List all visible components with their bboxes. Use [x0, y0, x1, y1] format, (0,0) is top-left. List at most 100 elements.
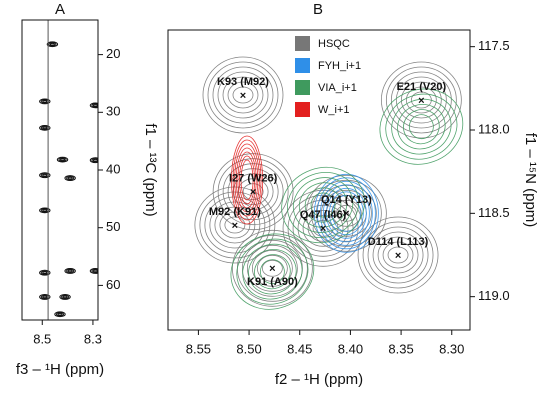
contour: [379, 88, 464, 165]
contour: [408, 114, 434, 140]
peak-marker: ×: [232, 220, 238, 232]
contour: [42, 173, 48, 177]
contour: [59, 294, 71, 300]
legend-label: W_i+1: [318, 104, 350, 116]
contour: [39, 269, 51, 276]
contour: [42, 209, 48, 212]
contour: [40, 294, 49, 300]
y-tick-label: 118.5: [478, 205, 510, 220]
peak-label: K93 (M92): [217, 76, 269, 88]
contour: [390, 71, 452, 129]
contour: [292, 177, 354, 233]
legend-swatch: [295, 102, 310, 117]
contour: [64, 268, 76, 274]
contour: [319, 180, 373, 246]
peak-marker: ×: [269, 263, 275, 275]
y-tick-label: 20: [106, 46, 120, 61]
contour: [42, 100, 48, 103]
x-tick-label: 8.45: [287, 341, 312, 356]
contour: [400, 81, 442, 119]
contour: [49, 42, 55, 46]
contour: [89, 268, 98, 274]
contour: [237, 151, 257, 209]
x-tick-label: 8.30: [439, 341, 464, 356]
contour: [89, 102, 98, 109]
contour: [48, 42, 57, 47]
contour: [234, 143, 260, 217]
contour: [42, 126, 48, 130]
contour: [385, 93, 458, 160]
contour: [40, 125, 49, 130]
contour: [40, 208, 49, 213]
contour: [403, 109, 440, 145]
contour: [316, 177, 376, 250]
peak-marker: ×: [418, 95, 424, 107]
contour: [57, 312, 63, 316]
contour: [395, 76, 447, 124]
contour: [222, 76, 264, 114]
panel-letter: A: [55, 1, 65, 18]
plot-area: [194, 56, 464, 310]
contour: [91, 103, 98, 108]
contour: [310, 192, 336, 218]
contour: [64, 175, 76, 181]
contour: [56, 156, 69, 163]
contour: [60, 294, 70, 300]
contour: [62, 295, 68, 299]
contour: [231, 229, 313, 307]
y-tick-label: 30: [106, 104, 120, 119]
contour: [224, 216, 246, 234]
contour: [298, 182, 348, 228]
y-tick-label: 60: [106, 277, 120, 292]
contour: [40, 270, 49, 275]
frame: [167, 29, 471, 331]
peak-label: E21 (V20): [397, 81, 447, 93]
contour: [382, 241, 414, 269]
contour: [67, 176, 73, 180]
contour: [40, 99, 49, 104]
contour: [239, 155, 256, 205]
y-tick-label: 50: [106, 219, 120, 234]
contour: [305, 174, 387, 252]
contour: [42, 295, 48, 299]
contour: [227, 81, 259, 109]
contour: [385, 66, 457, 134]
legend-label: HSQC: [318, 38, 350, 50]
y-tick-label: 118.0: [478, 121, 510, 136]
panel: B × K93 (M92) × E21 (V20) × I27 (W26) × Q14 (Y13…: [167, 1, 539, 388]
legend-label: VIA_i+1: [318, 82, 357, 94]
contour: [367, 226, 429, 284]
contour: [91, 268, 98, 274]
y-axis-title: f1 – ¹³C (ppm): [142, 123, 159, 216]
peak-label: K91 (A90): [247, 276, 298, 288]
panel-letter: B: [313, 1, 323, 18]
contour: [380, 61, 462, 139]
contour: [46, 41, 59, 48]
contour: [256, 254, 288, 282]
peak-label: I27 (W26): [229, 173, 278, 185]
contour: [322, 184, 370, 243]
contour: [222, 163, 284, 221]
frame: [21, 19, 99, 321]
contour: [39, 98, 51, 105]
contour: [227, 168, 279, 216]
legend-label: FYH_i+1: [318, 60, 361, 72]
contour: [91, 158, 98, 163]
x-tick-label: 8.55: [186, 341, 211, 356]
x-tick-label: 8.35: [388, 341, 413, 356]
contour: [325, 187, 367, 239]
contour: [231, 135, 264, 225]
contour: [89, 157, 98, 164]
y-tick-label: 117.5: [478, 38, 510, 53]
legend-swatch: [295, 36, 310, 51]
peak-label: D114 (L113): [368, 236, 429, 248]
contour: [58, 157, 67, 162]
peak-marker: ×: [320, 223, 326, 235]
contour: [66, 175, 75, 181]
x-tick-label: 8.5: [33, 331, 51, 346]
x-tick-label: 8.3: [84, 331, 102, 346]
contour: [39, 294, 51, 300]
contour: [209, 201, 261, 249]
contour: [387, 246, 409, 264]
